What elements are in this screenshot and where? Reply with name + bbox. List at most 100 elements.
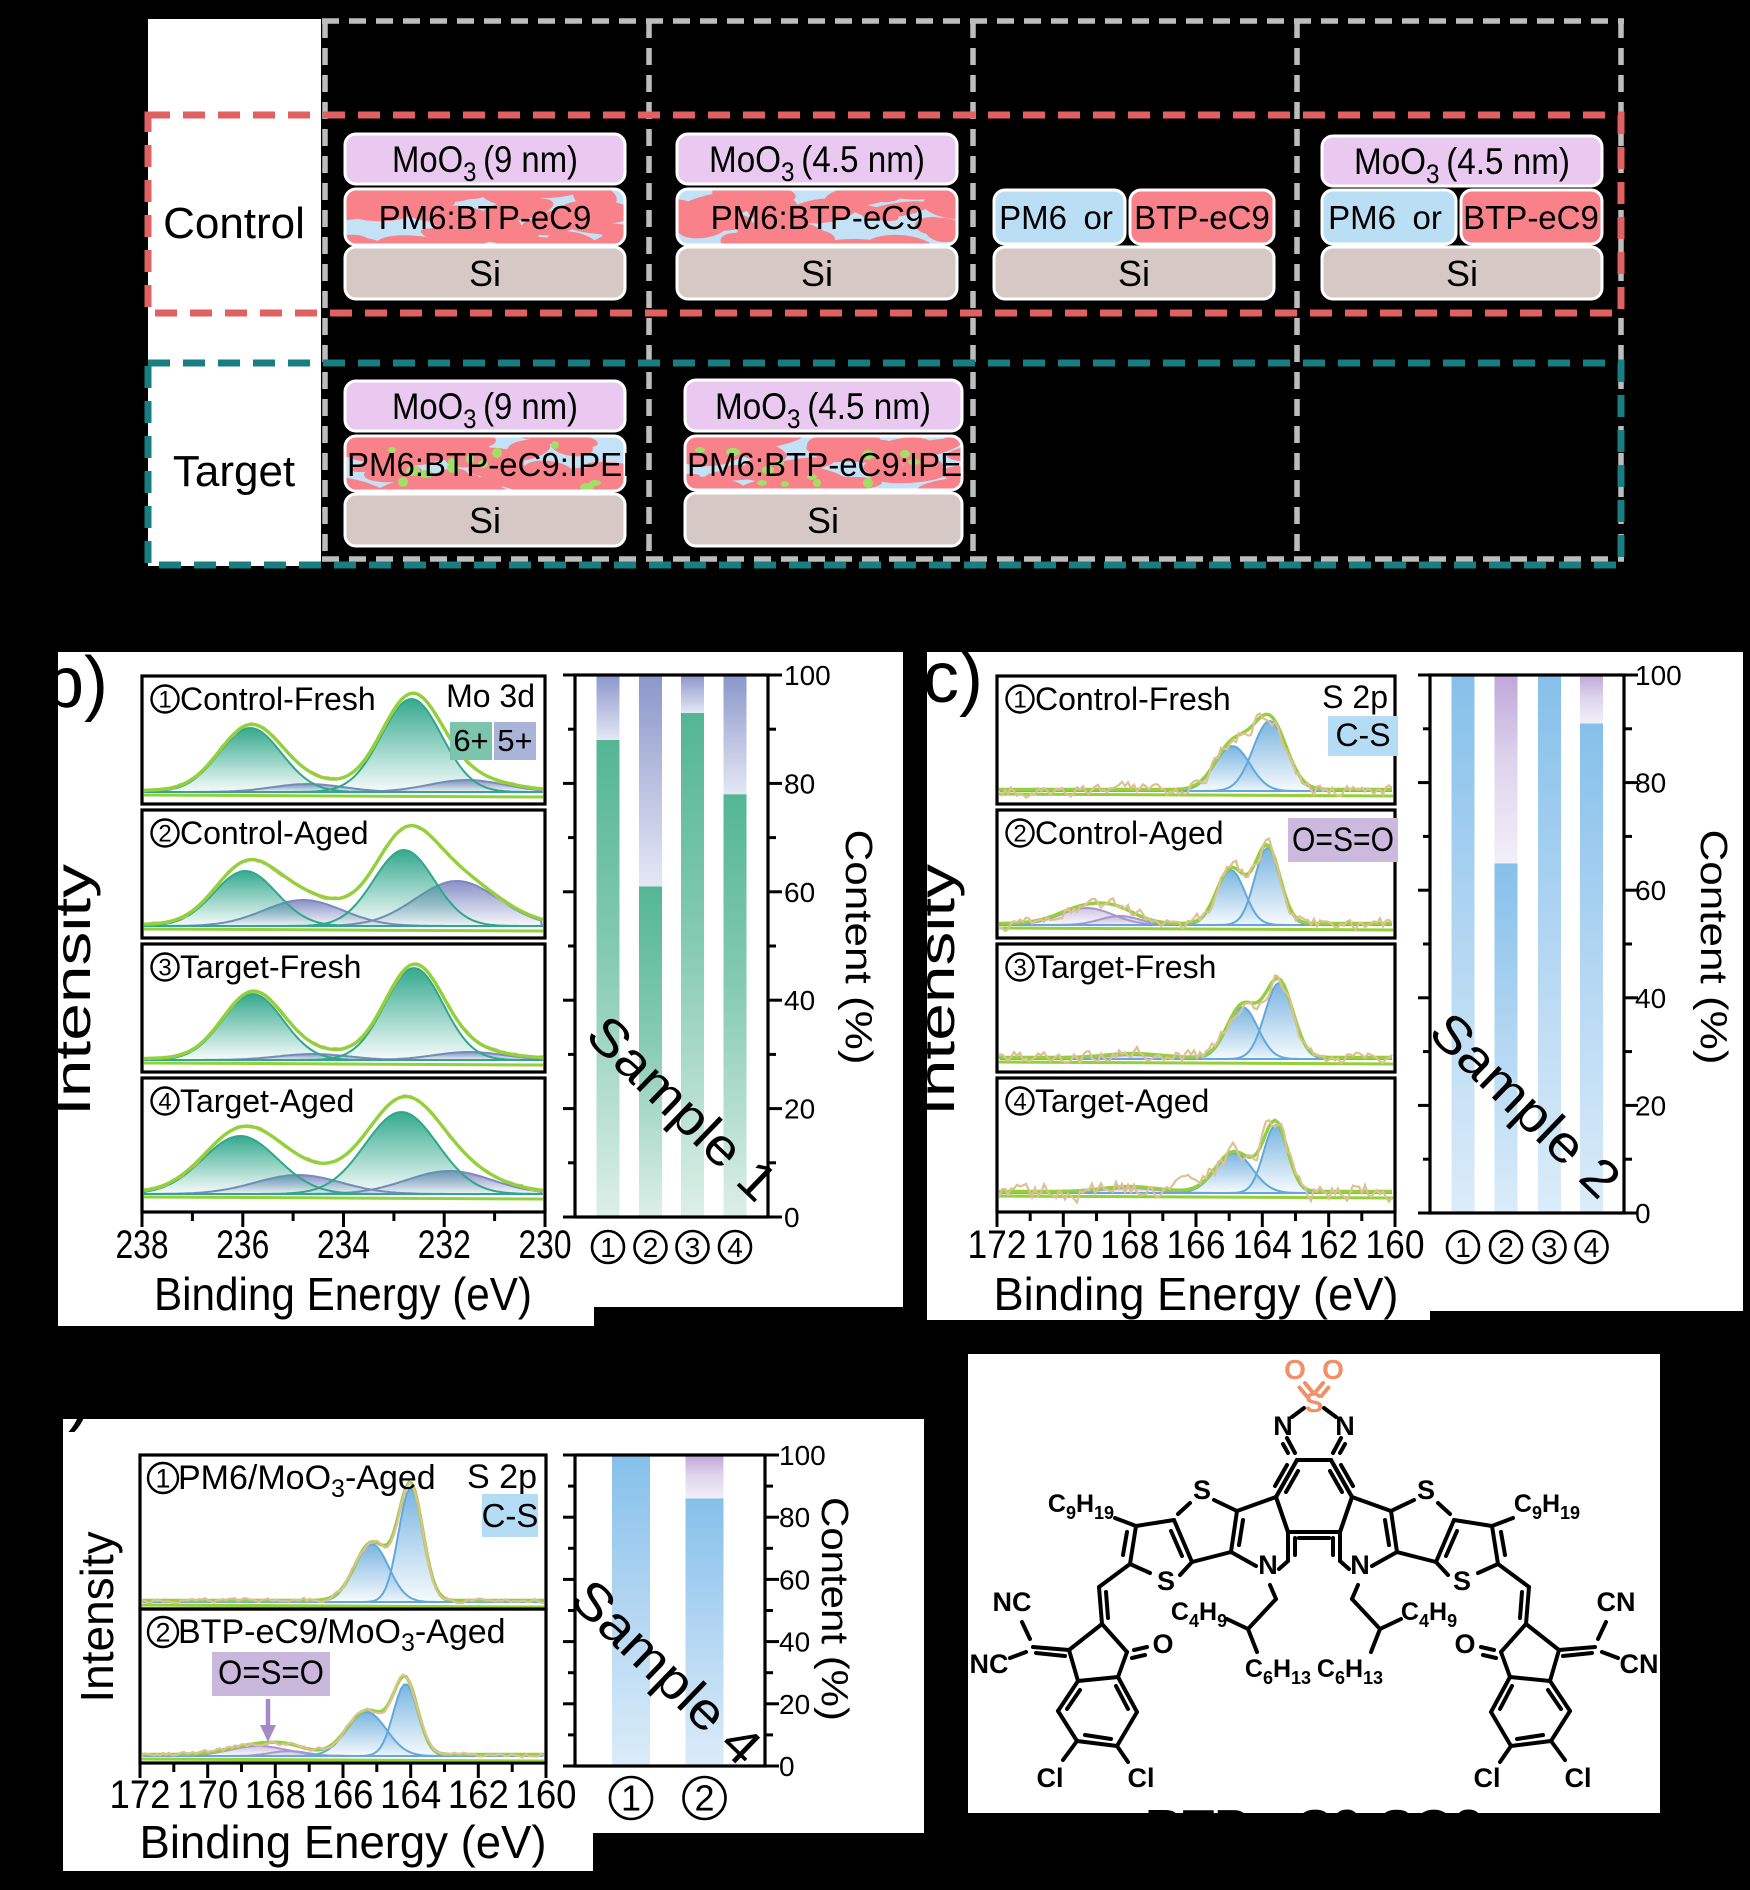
svg-text:NC: NC [993,1587,1032,1617]
svg-text:40: 40 [784,985,815,1016]
svg-text:232: 232 [418,1223,471,1267]
svg-text:S 2p: S 2p [1322,679,1388,715]
svg-text:3: 3 [158,954,171,981]
svg-text:1: 1 [1455,1232,1471,1263]
svg-text:2: 2 [643,1232,659,1263]
svg-text:20: 20 [779,1689,810,1720]
svg-text:80: 80 [784,768,815,799]
svg-text:PM6:BTP-eC9: PM6:BTP-eC9 [711,199,924,236]
svg-text:0: 0 [1635,1198,1651,1229]
svg-text:CN: CN [1620,1649,1659,1679]
svg-text:Si: Si [801,253,833,294]
svg-text:166: 166 [1167,1223,1226,1267]
svg-text:MoO3 (4.5 nm): MoO3 (4.5 nm) [709,139,925,187]
svg-text:c): c) [923,638,983,718]
svg-text:O: O [1284,1354,1306,1385]
svg-text:100: 100 [1635,660,1682,691]
svg-text:Control-Aged: Control-Aged [180,815,369,851]
svg-text:Intensity: Intensity [71,1531,123,1702]
svg-text:O: O [1454,1629,1475,1659]
svg-text:Binding Energy (eV): Binding Energy (eV) [994,1268,1399,1320]
svg-text:20: 20 [1635,1090,1666,1121]
svg-text:168: 168 [1100,1223,1159,1267]
svg-text:d): d) [28,1353,92,1433]
svg-text:Cl: Cl [1565,1763,1592,1793]
svg-text:Cl: Cl [1128,1763,1155,1793]
svg-text:3: 3 [685,1232,701,1263]
svg-text:Cl: Cl [1037,1763,1064,1793]
svg-text:100: 100 [784,660,831,691]
svg-text:1: 1 [158,686,171,713]
svg-text:60: 60 [779,1564,810,1595]
svg-text:Si: Si [1446,253,1478,294]
svg-text:S: S [1305,1387,1324,1418]
svg-text:4: 4 [1584,1232,1600,1263]
svg-text:PM6 or: PM6 or [999,199,1113,236]
svg-text:C4H9: C4H9 [1401,1598,1457,1631]
svg-text:160: 160 [1366,1223,1425,1267]
svg-text:60: 60 [784,877,815,908]
svg-text:Target-Fresh: Target-Fresh [1035,949,1216,985]
svg-text:160: 160 [516,1773,577,1817]
svg-text:164: 164 [380,1773,441,1817]
svg-text:236: 236 [216,1223,269,1267]
svg-text:4: 4 [727,1232,743,1263]
svg-text:168: 168 [245,1773,306,1817]
svg-text:MoO3 (4.5 nm): MoO3 (4.5 nm) [1354,141,1570,189]
svg-text:MoO3 (4.5 nm): MoO3 (4.5 nm) [715,386,931,434]
svg-text:Content (%): Content (%) [813,1497,855,1721]
svg-text:Intensity: Intensity [45,864,101,1116]
svg-text:C9H19: C9H19 [1514,1490,1580,1523]
svg-text:234: 234 [317,1223,370,1267]
svg-text:80: 80 [1635,768,1666,799]
svg-text:3: 3 [1542,1232,1558,1263]
svg-text:O: O [1152,1629,1173,1659]
svg-text:164: 164 [1233,1223,1292,1267]
svg-text:60: 60 [1635,875,1666,906]
svg-text:Content (%): Content (%) [1692,830,1734,1065]
svg-text:PM6:BTP-eC9:IPEI: PM6:BTP-eC9:IPEI [687,446,971,483]
svg-text:Control-Aged: Control-Aged [1035,815,1224,851]
svg-text:BTP-eC9: BTP-eC9 [1134,199,1270,236]
svg-text:Si: Si [1118,253,1150,294]
svg-text:NC: NC [970,1649,1009,1679]
svg-text:166: 166 [313,1773,374,1817]
svg-text:C-S: C-S [482,1497,539,1534]
svg-text:MoO3 (9 nm): MoO3 (9 nm) [392,386,578,434]
svg-text:N: N [1258,1550,1278,1580]
svg-text:1: 1 [600,1232,616,1263]
svg-text:Target-Fresh: Target-Fresh [180,949,361,985]
svg-text:Target: Target [173,447,295,496]
svg-text:20: 20 [784,1094,815,1125]
svg-text:PM6 or: PM6 or [1328,199,1442,236]
svg-text:S 2p: S 2p [467,1458,537,1496]
svg-text:CN: CN [1597,1587,1636,1617]
svg-text:BTP-eC9/MoO3-Aged: BTP-eC9/MoO3-Aged [178,1613,506,1657]
svg-text:170: 170 [177,1773,238,1817]
svg-text:6+: 6+ [453,723,488,758]
svg-text:5+: 5+ [497,723,532,758]
svg-text:2: 2 [694,1778,714,1819]
svg-text:Target-Aged: Target-Aged [1035,1083,1209,1119]
svg-text:40: 40 [1635,983,1666,1014]
svg-text:O: O [1322,1354,1344,1385]
svg-text:4: 4 [158,1088,171,1115]
svg-text:Binding Energy (eV): Binding Energy (eV) [140,1816,547,1868]
svg-text:4: 4 [1013,1088,1026,1115]
svg-text:Cl: Cl [1474,1763,1501,1793]
svg-text:172: 172 [968,1223,1027,1267]
svg-text:2: 2 [1498,1232,1514,1263]
svg-text:Content (%): Content (%) [837,830,879,1065]
svg-text:Si: Si [807,500,839,541]
svg-text:S: S [1193,1475,1211,1505]
svg-text:BTP-eC9-SO3: BTP-eC9-SO3 [1145,1800,1483,1858]
svg-text:C-S: C-S [1335,717,1390,753]
svg-text:1: 1 [1013,686,1026,713]
svg-text:Target-Aged: Target-Aged [180,1083,354,1119]
svg-text:N: N [1273,1411,1293,1441]
svg-text:0: 0 [779,1751,795,1782]
svg-text:PM6:BTP-eC9:IPEI: PM6:BTP-eC9:IPEI [347,446,631,483]
svg-text:0: 0 [784,1202,800,1233]
svg-text:MoO3 (9 nm): MoO3 (9 nm) [392,139,578,187]
svg-text:S: S [1453,1566,1471,1596]
